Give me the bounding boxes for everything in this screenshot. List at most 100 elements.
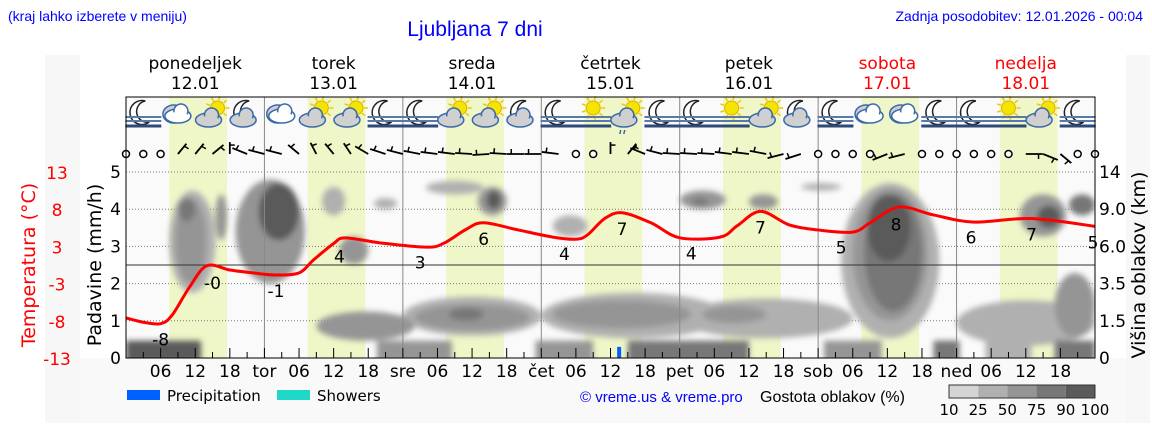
- density-swatch: [1036, 385, 1066, 398]
- temperature-label: 8: [891, 216, 902, 236]
- wind-shaft: [1042, 153, 1059, 161]
- temperature-tick-label: 8: [52, 201, 63, 221]
- cloud-density-blob: [449, 307, 484, 321]
- sun-ray: [1036, 103, 1041, 106]
- weather-icon-sun-cloud: [437, 96, 472, 128]
- wind-barb-icon: [1042, 153, 1059, 164]
- wind-barb-icon: [403, 146, 421, 155]
- wind-barb-icon: [888, 152, 905, 159]
- density-swatch: [949, 385, 979, 398]
- x-tick-label: 18: [911, 362, 933, 382]
- weather-icon-sun-cloud: [471, 96, 507, 128]
- wind-shaft: [232, 147, 248, 155]
- wind-shaft: [403, 150, 421, 155]
- cloud-height-axis-title: Višina oblakov (km): [1128, 172, 1150, 359]
- page-title: Ljubljana 7 dni: [407, 18, 542, 41]
- weather-icon-sun-cloud: [333, 96, 368, 128]
- left-axis-panel: [45, 55, 80, 423]
- moon-icon: [129, 99, 150, 126]
- sun-ray: [737, 99, 742, 104]
- wind-calm-icon: [848, 149, 857, 159]
- sun-ray: [361, 99, 366, 104]
- sun-ray: [465, 112, 470, 117]
- wind-calm-icon: [865, 149, 875, 159]
- wind-shaft: [767, 153, 784, 159]
- precipitation-tick-label: 3: [110, 237, 121, 257]
- cloud-fill: [439, 116, 462, 126]
- cloud-density-blob: [177, 198, 196, 222]
- wind-barb: [735, 147, 738, 153]
- menu-hint[interactable]: (kraj lahko izberete v meniju): [8, 8, 187, 24]
- weather-icon-moon-fog: [402, 99, 439, 128]
- wind-barb-icon: [609, 142, 616, 154]
- showers-legend-label: Showers: [317, 387, 381, 405]
- wind-barb-icon: [785, 152, 802, 160]
- wind-barb-icon: [343, 142, 352, 155]
- day-date: 17.01: [863, 74, 912, 94]
- wind-barb-icon: [1025, 153, 1043, 159]
- moon-icon: [682, 99, 704, 126]
- low-cloud-block: [627, 340, 749, 358]
- showers-swatch: [277, 390, 310, 400]
- cloud-fill: [166, 112, 189, 122]
- day-name: petek: [725, 54, 773, 74]
- x-tick-label: 06: [150, 362, 172, 382]
- sun-ray: [309, 103, 315, 106]
- cloud-density-blob: [339, 236, 369, 265]
- sun-ray: [223, 112, 228, 117]
- weather-icon-sun-fog: [575, 96, 612, 128]
- wind-shaft: [680, 152, 698, 155]
- x-tick-label: 06: [288, 362, 310, 382]
- temperature-label: 5: [836, 238, 847, 258]
- cloud-fill: [1028, 116, 1051, 126]
- density-level-label: 25: [969, 401, 988, 419]
- weather-icon-sun-cloud-rain: [610, 96, 645, 135]
- x-tick-label: 12: [461, 362, 483, 382]
- wind-barb-icon: [386, 145, 404, 155]
- day-name: nedelja: [995, 54, 1057, 74]
- weather-icon-moon-fog: [367, 99, 404, 128]
- weather-icon-sun-fog: [990, 96, 1027, 128]
- cloud-density-blob: [215, 194, 227, 241]
- sun-ray: [720, 110, 725, 113]
- density-level-label: 10: [939, 401, 958, 419]
- x-tick-label: 12: [1015, 362, 1037, 382]
- sun-ray: [638, 99, 643, 104]
- wind-shaft: [455, 152, 473, 155]
- day-name: četrtek: [580, 54, 641, 74]
- day-name: ponedeljek: [148, 54, 242, 74]
- cloud-density-blob: [322, 186, 346, 216]
- x-tick-label: pet: [666, 362, 694, 382]
- temperature-label: 7: [1026, 226, 1037, 246]
- weather-icon-moon-fog: [125, 99, 162, 128]
- temperature-tick-label: -3: [49, 276, 66, 296]
- x-tick-label: 12: [323, 362, 345, 382]
- x-tick-label: 06: [704, 362, 726, 382]
- wind-barb: [890, 152, 894, 158]
- cloud-density-blob: [800, 183, 842, 191]
- precipitation-bars: [617, 346, 622, 358]
- wind-barb-icon: [287, 143, 300, 155]
- density-level-label: 90: [1056, 401, 1075, 419]
- wind-shaft: [489, 152, 507, 155]
- wind-shaft: [354, 145, 369, 155]
- precipitation-bar: [617, 346, 622, 358]
- wind-barb-icon: [872, 153, 888, 161]
- cloud-density-blob: [552, 300, 692, 329]
- wind-barb-icon: [309, 142, 318, 155]
- wind-barb-icon: [541, 147, 559, 155]
- sun-ray: [205, 103, 211, 106]
- precipitation-tick-label: 1: [110, 312, 121, 332]
- wind-barb-icon: [646, 145, 663, 155]
- temperature-tick-label: -13: [43, 350, 71, 370]
- credit-link[interactable]: © vreme.us & vreme.pro: [580, 389, 743, 406]
- day-date: 13.01: [309, 74, 358, 94]
- wind-shaft: [437, 151, 455, 155]
- wind-barbs-row: [121, 142, 1100, 165]
- x-tick-label: 06: [980, 362, 1002, 382]
- cloud-fill: [751, 116, 774, 126]
- wind-barb-icon: [472, 149, 490, 156]
- wind-barb: [357, 143, 363, 149]
